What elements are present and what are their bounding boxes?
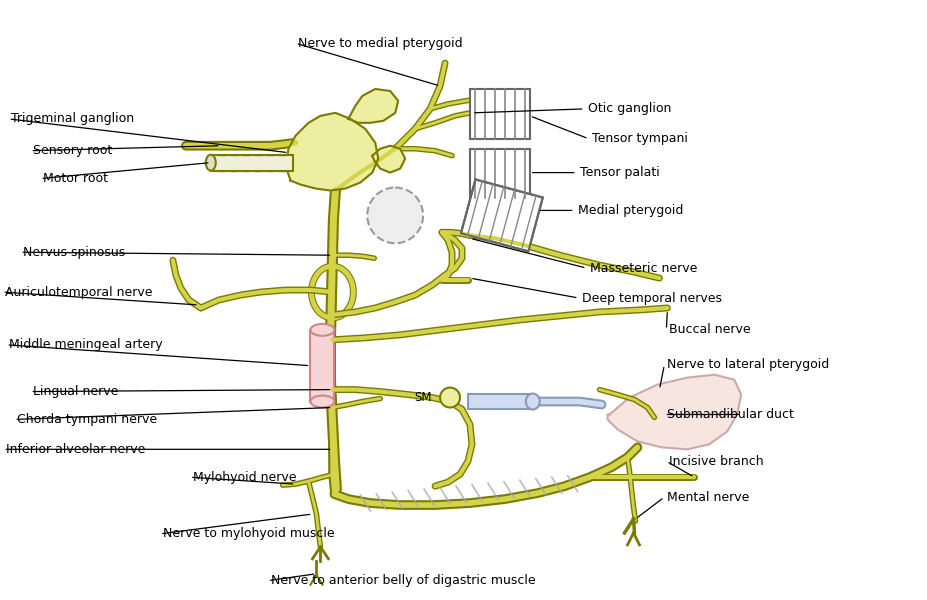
Text: Nerve to medial pterygoid: Nerve to medial pterygoid bbox=[298, 37, 464, 50]
Text: Auriculotemporal nerve: Auriculotemporal nerve bbox=[6, 286, 153, 299]
Text: Submandibular duct: Submandibular duct bbox=[667, 408, 794, 421]
Text: Inferior alveolar nerve: Inferior alveolar nerve bbox=[6, 443, 146, 456]
Text: Lingual nerve: Lingual nerve bbox=[33, 385, 119, 398]
Text: Otic ganglion: Otic ganglion bbox=[588, 103, 671, 115]
Text: Trigeminal ganglion: Trigeminal ganglion bbox=[11, 112, 134, 125]
Text: Tensor tympani: Tensor tympani bbox=[591, 132, 688, 145]
Text: Tensor palati: Tensor palati bbox=[579, 166, 659, 179]
Text: Buccal nerve: Buccal nerve bbox=[669, 323, 751, 337]
Text: Middle meningeal artery: Middle meningeal artery bbox=[9, 338, 163, 351]
Text: Mylohyoid nerve: Mylohyoid nerve bbox=[193, 470, 297, 484]
Bar bbox=[470, 149, 530, 199]
Ellipse shape bbox=[526, 394, 540, 409]
Ellipse shape bbox=[311, 324, 335, 336]
Text: Nerve to anterior belly of digastric muscle: Nerve to anterior belly of digastric mus… bbox=[271, 574, 535, 587]
Ellipse shape bbox=[206, 155, 216, 170]
Bar bbox=[311, 330, 335, 401]
Polygon shape bbox=[286, 113, 378, 191]
Text: Nerve to lateral pterygoid: Nerve to lateral pterygoid bbox=[667, 358, 830, 371]
Polygon shape bbox=[373, 146, 405, 173]
Bar bbox=[468, 394, 533, 409]
Polygon shape bbox=[461, 179, 543, 251]
Text: Nerve to mylohyoid muscle: Nerve to mylohyoid muscle bbox=[163, 527, 335, 541]
Circle shape bbox=[367, 188, 423, 243]
Bar bbox=[210, 155, 293, 170]
Text: Incisive branch: Incisive branch bbox=[669, 455, 764, 468]
Bar bbox=[470, 89, 530, 139]
Text: Nervus spinosus: Nervus spinosus bbox=[23, 246, 125, 259]
Text: Mental nerve: Mental nerve bbox=[667, 491, 750, 503]
Text: Chorda tympani nerve: Chorda tympani nerve bbox=[18, 413, 158, 426]
Text: Sensory root: Sensory root bbox=[33, 144, 112, 157]
Circle shape bbox=[440, 388, 460, 407]
Text: Medial pterygoid: Medial pterygoid bbox=[578, 204, 683, 217]
Text: Deep temporal nerves: Deep temporal nerves bbox=[581, 292, 721, 305]
Ellipse shape bbox=[311, 395, 335, 407]
Polygon shape bbox=[607, 374, 742, 449]
Text: Masseteric nerve: Masseteric nerve bbox=[590, 262, 697, 275]
Polygon shape bbox=[349, 89, 399, 123]
Text: Motor root: Motor root bbox=[44, 172, 108, 185]
Text: SM: SM bbox=[414, 391, 432, 404]
